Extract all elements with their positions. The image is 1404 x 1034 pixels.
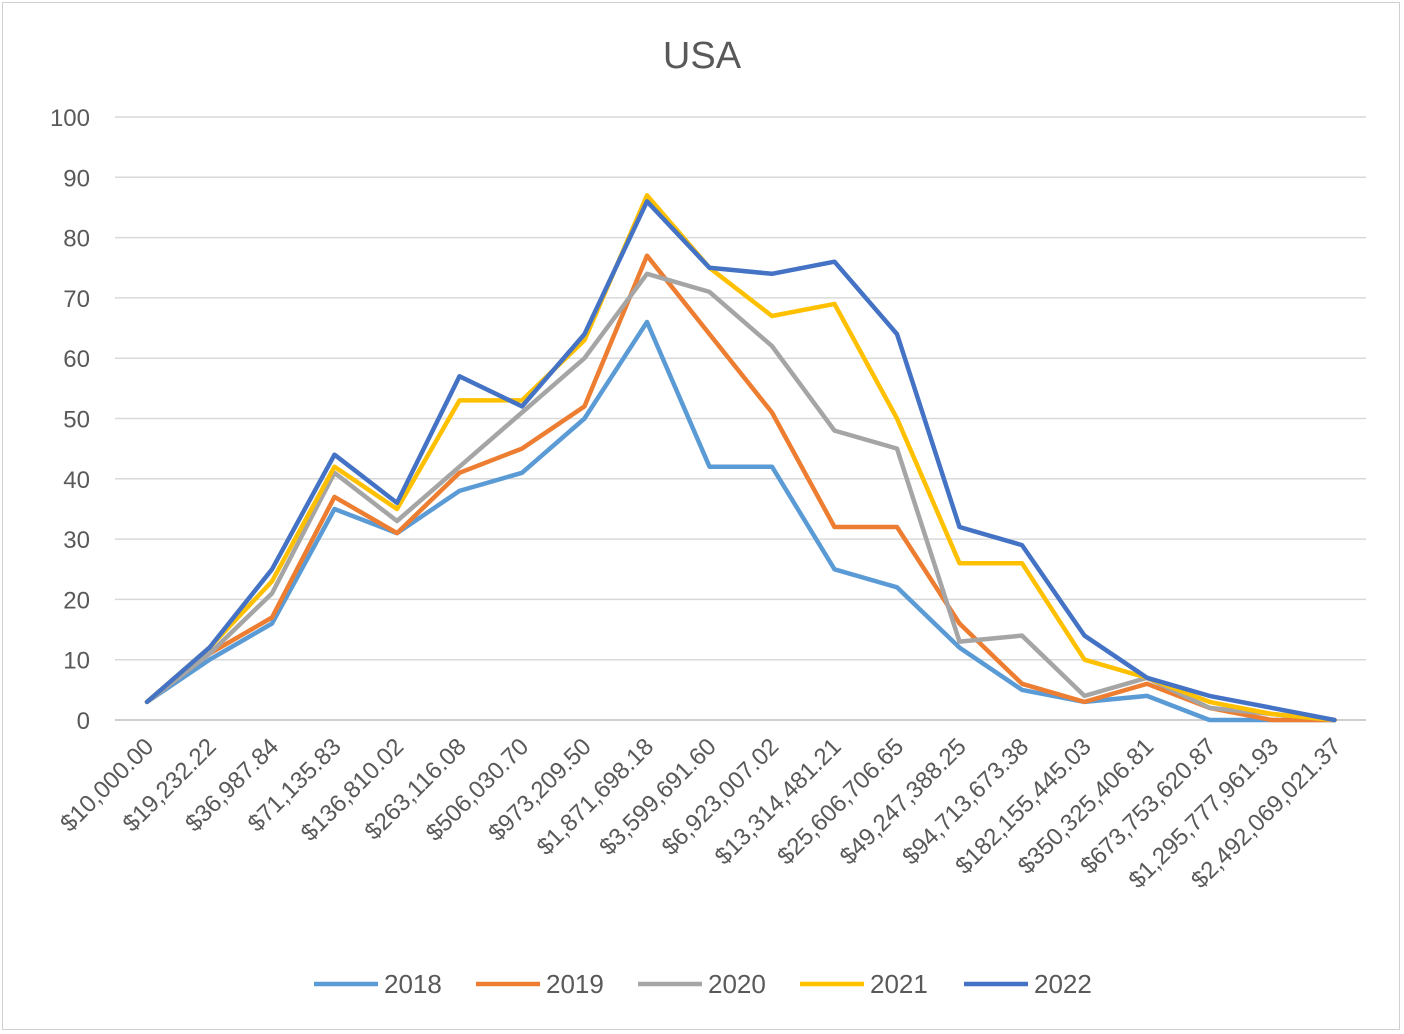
series-line-2019 [144, 253, 1337, 723]
y-tick-label: 80 [63, 226, 90, 253]
y-tick-label: 30 [63, 527, 90, 554]
y-tick-label: 70 [63, 286, 90, 313]
legend-label-2019: 2019 [546, 969, 604, 999]
y-tick-label: 100 [50, 105, 90, 132]
y-tick-label: 60 [63, 346, 90, 373]
y-tick-label: 50 [63, 407, 90, 434]
y-tick-label: 0 [77, 708, 90, 735]
y-tick-label: 20 [63, 587, 90, 614]
series-line-2018 [144, 319, 1337, 723]
series-line-2022 [144, 199, 1337, 723]
x-axis-labels: $10,000.00$19,232.22$36,987.84$71,135.83… [55, 733, 1347, 894]
series-lines [144, 193, 1337, 723]
gridlines [115, 116, 1366, 721]
series-line-2020 [144, 271, 1337, 723]
chart-title: USA [663, 35, 742, 77]
legend-label-2021: 2021 [870, 969, 928, 999]
y-tick-label: 10 [63, 648, 90, 675]
y-tick-label: 90 [63, 165, 90, 192]
legend-label-2018: 2018 [384, 969, 442, 999]
legend: 2018 2019 2020 2021 2022 [314, 969, 1092, 999]
y-axis-labels: 0 10 20 30 40 50 60 70 80 90 100 [50, 105, 90, 735]
legend-label-2022: 2022 [1034, 969, 1092, 999]
y-tick-label: 40 [63, 467, 90, 494]
series-line-2021 [144, 193, 1337, 723]
legend-label-2020: 2020 [708, 969, 766, 999]
